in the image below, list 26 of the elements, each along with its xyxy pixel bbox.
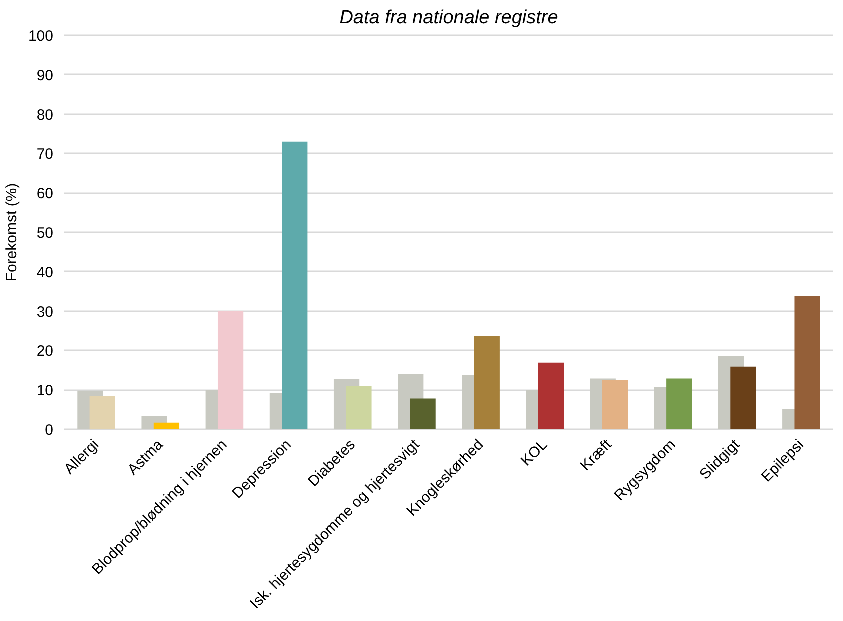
bar (602, 380, 628, 430)
y-tick-label: 80 (36, 106, 54, 124)
bar (154, 422, 180, 430)
y-tick-label: 20 (36, 343, 54, 360)
y-tick-label: 60 (36, 186, 54, 203)
y-tick-label: 70 (36, 146, 54, 164)
bar (794, 296, 820, 430)
y-axis-title: Forekomst (%) (3, 183, 20, 282)
bar (538, 362, 564, 430)
bar (730, 366, 756, 430)
bar (410, 398, 436, 430)
y-tick-label: 50 (36, 225, 54, 242)
bar (218, 311, 244, 430)
y-tick-label: 0 (45, 422, 54, 440)
y-tick-label: 90 (36, 67, 54, 84)
y-tick-label: 10 (36, 382, 54, 400)
bar (282, 142, 308, 430)
bar (90, 396, 116, 430)
y-tick-label: 100 (28, 28, 54, 45)
x-tick-label: KOL (518, 436, 552, 470)
bar (474, 336, 500, 430)
chart-subtitle: Data fra nationale registre (340, 8, 558, 28)
bar (346, 386, 372, 430)
y-tick-label: 40 (36, 264, 54, 282)
bar (666, 378, 692, 430)
y-tick-label: 30 (36, 304, 54, 321)
